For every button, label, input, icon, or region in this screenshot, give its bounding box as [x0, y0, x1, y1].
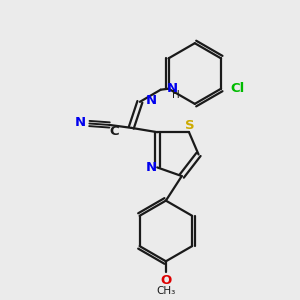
Text: N: N — [146, 94, 157, 107]
Text: N: N — [145, 161, 156, 174]
Text: Cl: Cl — [230, 82, 244, 95]
Text: N: N — [167, 82, 178, 95]
Text: H: H — [172, 90, 179, 100]
Text: CH₃: CH₃ — [156, 286, 176, 296]
Text: N: N — [75, 116, 86, 129]
Text: S: S — [185, 119, 194, 132]
Text: C: C — [109, 125, 119, 138]
Text: O: O — [160, 274, 172, 287]
